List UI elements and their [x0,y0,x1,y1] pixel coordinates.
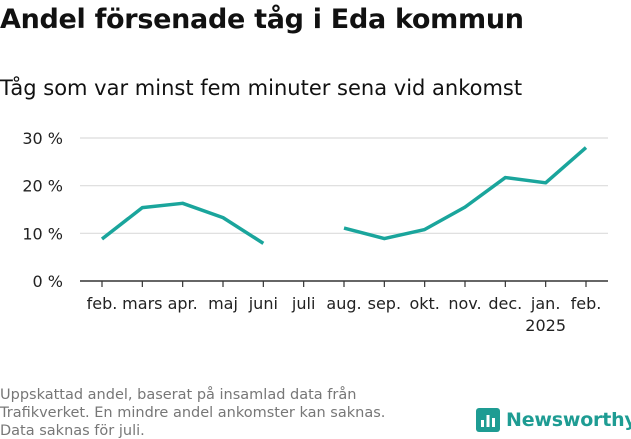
footnote-line: Uppskattad andel, baserat på insamlad da… [0,387,357,403]
brand-name: Newsworthy [506,409,631,431]
y-tick-label: 20 % [22,177,63,196]
x-tick-label: aug. [326,294,361,313]
line-chart: 0 %10 %20 %30 % feb. mars apr. maj juni juli a… [22,129,608,335]
y-axis-ticks: 0 % 10 % 20 % 30 % [22,129,63,291]
x-tick-label: sep. [368,294,401,313]
x-tick-label: mars [122,294,162,313]
x-axis: feb. mars apr. maj juni juli aug. sep. okt. nov. d… [80,280,608,335]
bar-chart-icon [476,408,500,432]
x-tick-label: feb. [87,294,118,313]
footnote-line: Trafikverket. En mindre andel ankomster … [0,405,386,421]
y-tick-label: 0 % [33,272,63,291]
series-line [343,146,588,241]
y-tick-label: 30 % [22,129,63,148]
y-tick-label: 10 % [22,224,63,243]
footnote-line: Data saknas för juli. [0,423,145,439]
x-tick-label: apr. [168,294,198,313]
footnote: Uppskattad andel, baserat på insamlad da… [0,386,440,439]
series-lines [100,146,588,245]
x-tick-label: okt. [409,294,439,313]
x-year-label: 2025 [525,316,566,335]
chart-subtitle: Tåg som var minst fem minuter sena vid a… [0,76,523,100]
x-tick-label: nov. [448,294,481,313]
x-tick-label: juni [248,294,278,313]
x-tick-label: dec. [488,294,522,313]
chart-title: Andel försenade tåg i Eda kommun [0,4,524,35]
x-tick-label: juli [291,294,315,313]
series-line [100,201,265,245]
x-tick-label: jan. [530,294,560,313]
x-tick-label: feb. [571,294,602,313]
brand-logo[interactable]: Newsworthy [476,408,631,432]
gridlines [80,137,608,234]
x-tick-label: maj [208,294,238,313]
